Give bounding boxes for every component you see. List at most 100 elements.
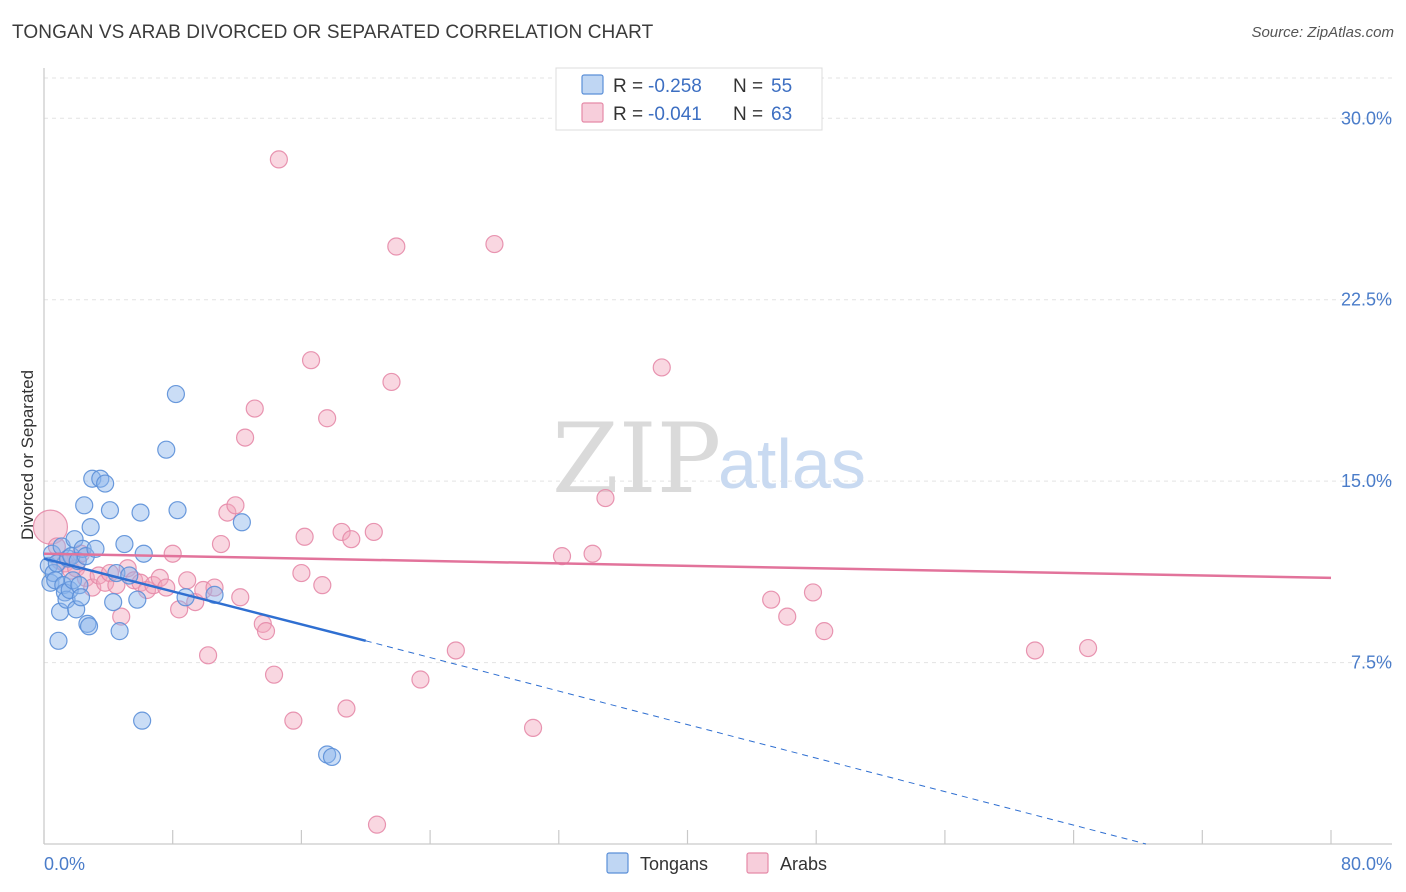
data-point xyxy=(332,522,351,542)
tongans-trend-line xyxy=(43,557,367,643)
tongans-trend-extension xyxy=(365,640,1147,845)
data-point xyxy=(133,711,152,730)
data-point xyxy=(318,409,337,428)
data-point xyxy=(226,496,245,515)
watermark-atlas: atlas xyxy=(718,425,866,503)
legend-r-label-tongans: R = xyxy=(613,76,643,97)
data-point xyxy=(803,583,823,602)
data-point xyxy=(322,747,342,767)
data-point xyxy=(596,488,615,508)
data-point xyxy=(128,590,147,609)
trend-lines xyxy=(43,552,1332,845)
legend-r-value-arabs: -0.041 xyxy=(648,104,702,125)
y-tick-labels: 7.5% 15.0% 22.5% 30.0% xyxy=(1341,108,1392,672)
y-tick-label: 7.5% xyxy=(1351,653,1392,673)
bottom-legend-swatch-arabs xyxy=(746,852,769,874)
data-point xyxy=(313,576,332,595)
data-point xyxy=(292,563,311,583)
data-point xyxy=(178,571,197,590)
watermark-zip: ZIP xyxy=(552,403,721,515)
data-point xyxy=(112,607,131,626)
data-point xyxy=(232,513,251,532)
data-point xyxy=(198,646,218,665)
data-point xyxy=(1078,638,1098,658)
data-point xyxy=(57,590,76,609)
data-point xyxy=(269,150,288,169)
y-tick-label: 30.0% xyxy=(1341,108,1392,128)
data-point xyxy=(163,544,182,563)
x-tick-label-max: 80.0% xyxy=(1341,854,1392,874)
legend-n-label-arabs: N = xyxy=(733,104,763,125)
watermark: ZIP atlas xyxy=(552,403,866,515)
tongans-points xyxy=(39,384,342,767)
data-point xyxy=(76,547,95,566)
data-point xyxy=(318,745,337,764)
data-point xyxy=(86,539,105,558)
bottom-legend-label-arabs: Arabs xyxy=(780,854,827,874)
bottom-legend: Tongans Arabs xyxy=(606,852,827,874)
data-point xyxy=(75,496,94,515)
data-point xyxy=(150,568,169,588)
data-point xyxy=(104,592,123,612)
data-point xyxy=(762,590,781,609)
data-point xyxy=(652,358,671,377)
axes xyxy=(43,68,1392,845)
data-point xyxy=(284,711,303,730)
data-point xyxy=(264,665,284,684)
legend: R = -0.258 N = 55 R = -0.041 N = 63 xyxy=(555,67,823,131)
data-point xyxy=(367,815,387,834)
data-point xyxy=(166,384,186,404)
data-point xyxy=(231,588,250,607)
data-point xyxy=(411,670,430,689)
data-point xyxy=(485,234,504,254)
data-point xyxy=(1025,641,1045,660)
data-point xyxy=(205,578,224,597)
data-point xyxy=(134,544,153,563)
bottom-legend-label-tongans: Tongans xyxy=(640,854,708,874)
arabs-trend-line xyxy=(43,552,1332,580)
legend-swatch-arabs xyxy=(581,102,604,123)
data-point xyxy=(49,631,68,650)
source-credit: Source: ZipAtlas.com xyxy=(1251,24,1394,41)
legend-r-label-arabs: R = xyxy=(613,104,643,125)
data-point xyxy=(815,622,834,641)
data-point xyxy=(382,372,401,392)
data-point xyxy=(96,474,115,493)
data-point xyxy=(79,617,99,636)
data-point xyxy=(32,509,69,545)
chart-title: TONGAN VS ARAB DIVORCED OR SEPARATED COR… xyxy=(12,22,654,43)
data-point xyxy=(295,527,314,546)
data-point xyxy=(235,428,255,447)
data-point xyxy=(211,534,231,554)
data-point xyxy=(131,503,150,522)
legend-n-value-arabs: 63 xyxy=(771,104,792,125)
legend-n-value-tongans: 55 xyxy=(771,76,792,97)
legend-n-label-tongans: N = xyxy=(733,76,763,97)
data-point xyxy=(552,547,572,566)
data-point xyxy=(67,600,86,619)
data-point xyxy=(342,530,361,549)
data-point xyxy=(364,522,383,542)
data-point xyxy=(583,544,602,563)
y-tick-label: 22.5% xyxy=(1341,290,1392,310)
y-tick-label: 15.0% xyxy=(1341,471,1392,491)
x-tick-label-min: 0.0% xyxy=(44,854,85,874)
data-point xyxy=(100,501,120,520)
legend-r-value-tongans: -0.258 xyxy=(648,76,702,97)
data-point xyxy=(157,440,176,459)
data-point xyxy=(71,588,91,607)
data-point xyxy=(301,351,321,370)
bottom-legend-swatch-tongans xyxy=(606,852,629,874)
data-point xyxy=(168,501,187,520)
data-point xyxy=(245,399,264,418)
x-ticks xyxy=(43,830,1332,844)
data-point xyxy=(110,622,129,641)
data-point xyxy=(337,699,356,718)
data-point xyxy=(115,534,134,554)
data-point xyxy=(60,580,79,600)
data-point xyxy=(44,563,63,583)
data-point xyxy=(81,518,100,537)
data-point xyxy=(446,641,465,660)
data-point xyxy=(778,607,797,626)
